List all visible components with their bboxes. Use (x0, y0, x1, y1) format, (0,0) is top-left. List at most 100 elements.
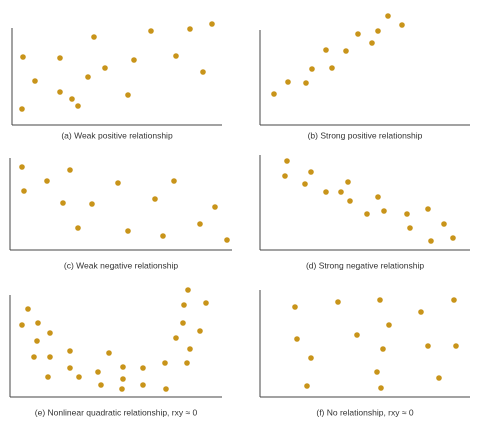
point (95, 369, 101, 375)
point (148, 28, 154, 34)
point (120, 376, 126, 382)
point (197, 328, 203, 334)
point (171, 178, 177, 184)
point (380, 346, 386, 352)
point (369, 40, 375, 46)
point (69, 96, 75, 102)
point (378, 385, 384, 391)
point (44, 178, 50, 184)
point (47, 330, 53, 336)
point (338, 189, 344, 195)
point (140, 365, 146, 371)
point (67, 167, 73, 173)
point (364, 211, 370, 217)
point (21, 188, 27, 194)
point (89, 201, 95, 207)
point (381, 208, 387, 214)
point (294, 336, 300, 342)
point (209, 21, 215, 27)
point (453, 343, 459, 349)
point (115, 180, 121, 186)
point (282, 173, 288, 179)
point (428, 238, 434, 244)
point (140, 382, 146, 388)
point (329, 65, 335, 71)
point (375, 28, 381, 34)
point (47, 354, 53, 360)
point (173, 335, 179, 341)
point (197, 221, 203, 227)
caption: (f) No relationship, rxy ≈ 0 (316, 407, 414, 417)
point (308, 169, 314, 175)
point (184, 360, 190, 366)
caption: (c) Weak negative relationship (64, 260, 178, 270)
point (292, 304, 298, 310)
point (67, 365, 73, 371)
point (224, 237, 230, 243)
point (75, 225, 81, 231)
caption: (d) Strong negative relationship (306, 260, 424, 270)
point (323, 189, 329, 195)
point (309, 66, 315, 72)
point (75, 103, 81, 109)
point (34, 338, 40, 344)
point (425, 206, 431, 212)
point (407, 225, 413, 231)
point (354, 332, 360, 338)
point (450, 235, 456, 241)
point (418, 309, 424, 315)
point (181, 302, 187, 308)
point (399, 22, 405, 28)
point (187, 346, 193, 352)
point (173, 53, 179, 59)
point (85, 74, 91, 80)
point (91, 34, 97, 40)
point (185, 287, 191, 293)
point (102, 65, 108, 71)
point (19, 322, 25, 328)
point (160, 233, 166, 239)
point (425, 343, 431, 349)
point (32, 78, 38, 84)
point (385, 13, 391, 19)
point (335, 299, 341, 305)
point (404, 211, 410, 217)
point (355, 31, 361, 37)
point (303, 80, 309, 86)
point (343, 48, 349, 54)
point (120, 364, 126, 370)
point (35, 320, 41, 326)
point (304, 383, 310, 389)
point (119, 386, 125, 392)
caption: (a) Weak positive relationship (61, 130, 173, 140)
point (271, 91, 277, 97)
point (31, 354, 37, 360)
point (57, 89, 63, 95)
caption: (e) Nonlinear quadratic relationship, rx… (35, 407, 198, 417)
point (20, 54, 26, 60)
point (323, 47, 329, 53)
point (19, 106, 25, 112)
point (163, 386, 169, 392)
point (377, 297, 383, 303)
point (285, 79, 291, 85)
point (25, 306, 31, 312)
point (203, 300, 209, 306)
point (347, 198, 353, 204)
point (375, 194, 381, 200)
point (212, 204, 218, 210)
point (57, 55, 63, 61)
point (345, 179, 351, 185)
point (386, 322, 392, 328)
point (19, 164, 25, 170)
point (180, 320, 186, 326)
point (187, 26, 193, 32)
point (451, 297, 457, 303)
point (152, 196, 158, 202)
point (67, 348, 73, 354)
point (98, 382, 104, 388)
point (76, 374, 82, 380)
point (162, 360, 168, 366)
point (308, 355, 314, 361)
